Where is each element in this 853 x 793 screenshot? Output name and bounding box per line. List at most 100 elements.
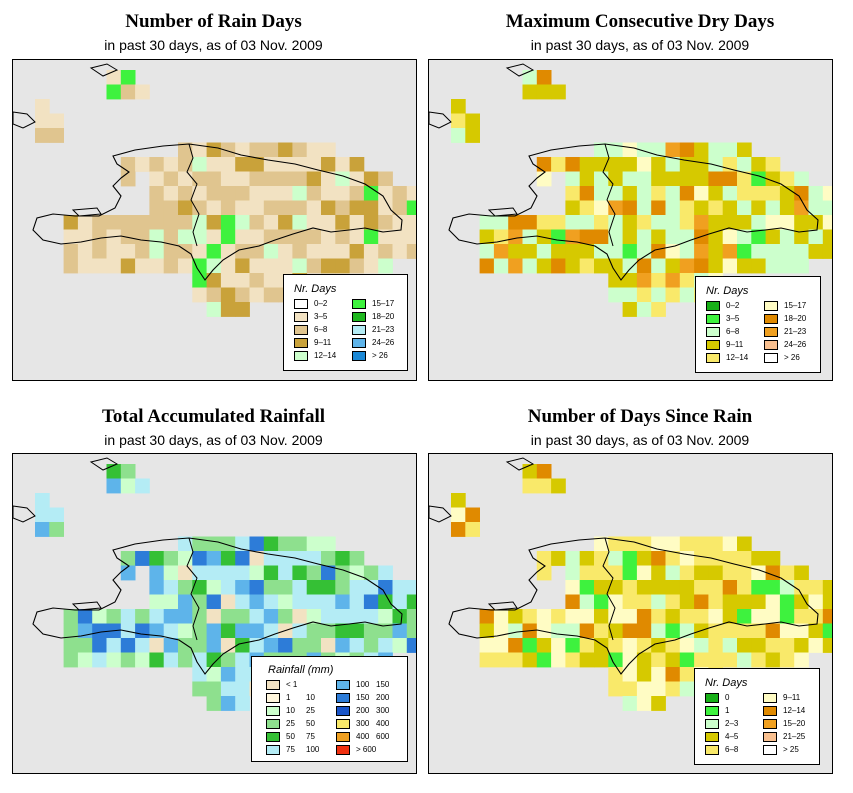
- grid-cell: [765, 244, 781, 259]
- grid-cell: [321, 215, 336, 230]
- legend-entry: 15–20: [763, 719, 818, 730]
- grid-cell: [651, 580, 666, 595]
- grid-cell: [206, 667, 222, 682]
- legend-range-to: 300: [376, 706, 390, 715]
- legend-swatch: [705, 693, 719, 703]
- grid-cell: [536, 215, 552, 230]
- grid-cell: [306, 157, 322, 172]
- grid-cell: [406, 609, 416, 624]
- legend-swatch: [266, 680, 280, 690]
- grid-cell: [263, 273, 279, 288]
- grid-cell: [35, 113, 50, 129]
- grid-cell: [794, 580, 809, 595]
- grid-cell: [235, 623, 250, 639]
- grid-cell: [737, 142, 752, 158]
- grid-cell: [306, 142, 322, 158]
- grid-cell: [479, 652, 495, 668]
- grid-cell: [794, 623, 809, 639]
- legend-range-to: 400: [376, 719, 390, 728]
- grid-cell: [622, 157, 638, 172]
- grid-cell: [163, 551, 179, 566]
- grid-cell: [335, 594, 350, 610]
- grid-cell: [651, 142, 666, 158]
- grid-cell: [608, 638, 623, 653]
- grid-cell: [349, 186, 365, 201]
- grid-cell: [235, 273, 250, 288]
- panel-title: Number of Rain Days: [125, 11, 302, 32]
- legend-entry: 21–23: [764, 327, 819, 338]
- grid-cell: [665, 258, 681, 274]
- grid-cell: [321, 157, 336, 172]
- grid-cell: [822, 638, 832, 653]
- grid-cell: [508, 215, 523, 230]
- legend-label: 9–11: [314, 338, 332, 347]
- grid-cell: [163, 171, 179, 187]
- grid-cell: [120, 171, 136, 187]
- grid-cell: [378, 229, 393, 245]
- legend-swatch: [706, 353, 720, 363]
- grid-cell: [665, 580, 681, 595]
- grid-cell: [163, 609, 179, 624]
- grid-cell: [594, 258, 609, 274]
- grid-cell: [594, 142, 609, 158]
- grid-cell: [565, 258, 581, 274]
- grid-cell: [120, 244, 136, 259]
- grid-cell: [163, 215, 179, 230]
- grid-cell: [206, 287, 222, 303]
- grid-cell: [120, 215, 136, 230]
- grid-cell: [665, 623, 681, 639]
- grid-cell: [508, 638, 523, 653]
- grid-cell: [779, 609, 795, 624]
- grid-cell: [608, 287, 623, 303]
- grid-cell: [292, 536, 308, 552]
- grid-cell: [808, 623, 824, 639]
- grid-cell: [321, 171, 336, 187]
- island-outlines: [429, 457, 535, 611]
- grid-cell: [192, 609, 207, 624]
- grid-cell: [206, 302, 222, 317]
- grid-cell: [77, 652, 93, 668]
- grid-cell: [779, 580, 795, 595]
- grid-cell: [135, 652, 150, 668]
- grid-cell: [149, 565, 165, 581]
- grid-cell: [349, 580, 365, 595]
- grid-cell: [163, 244, 179, 259]
- grid-cell: [363, 229, 379, 245]
- grid-cell: [220, 580, 236, 595]
- grid-cell: [206, 157, 222, 172]
- grid-cell: [192, 215, 207, 230]
- grid-cell: [192, 200, 207, 216]
- grid-cell: [278, 142, 293, 158]
- grid-cell: [249, 186, 265, 201]
- legend-title: Nr. Days: [706, 285, 749, 297]
- legend-label: 0–2: [726, 301, 740, 310]
- grid-cell: [135, 84, 150, 100]
- grid-cell: [779, 594, 795, 610]
- grid-cell: [493, 609, 509, 624]
- grid-cell: [135, 638, 150, 653]
- grid-cell: [135, 215, 150, 230]
- grid-cell: [722, 157, 738, 172]
- grid-cell: [608, 171, 623, 187]
- grid-cell: [321, 609, 336, 624]
- grid-cell: [679, 638, 695, 653]
- grid-cell: [206, 623, 222, 639]
- grid-cell: [321, 580, 336, 595]
- legend-swatch: [764, 353, 778, 363]
- grid-cell: [622, 681, 638, 697]
- grid-cell: [651, 244, 666, 259]
- grid-cell: [751, 623, 766, 639]
- grid-cell: [235, 536, 250, 552]
- grid-cell: [163, 623, 179, 639]
- grid-cell: [636, 200, 652, 216]
- legend-swatch: [706, 327, 720, 337]
- grid-cell: [651, 551, 666, 566]
- grid-cell: [765, 638, 781, 653]
- grid-cell: [479, 638, 495, 653]
- grid-cell: [306, 594, 322, 610]
- grid-cell: [178, 536, 193, 552]
- grid-cell: [579, 215, 595, 230]
- grid-cell: [235, 565, 250, 581]
- legend-title: Nr. Days: [705, 677, 748, 689]
- grid-cell: [622, 142, 638, 158]
